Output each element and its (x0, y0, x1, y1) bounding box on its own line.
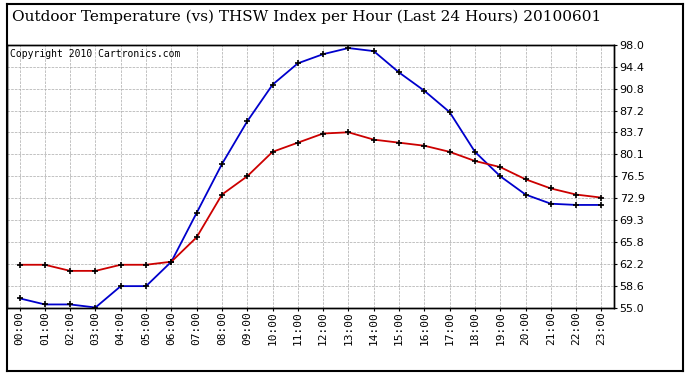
Text: Outdoor Temperature (vs) THSW Index per Hour (Last 24 Hours) 20100601: Outdoor Temperature (vs) THSW Index per … (12, 9, 602, 24)
Text: Copyright 2010 Cartronics.com: Copyright 2010 Cartronics.com (10, 49, 180, 59)
